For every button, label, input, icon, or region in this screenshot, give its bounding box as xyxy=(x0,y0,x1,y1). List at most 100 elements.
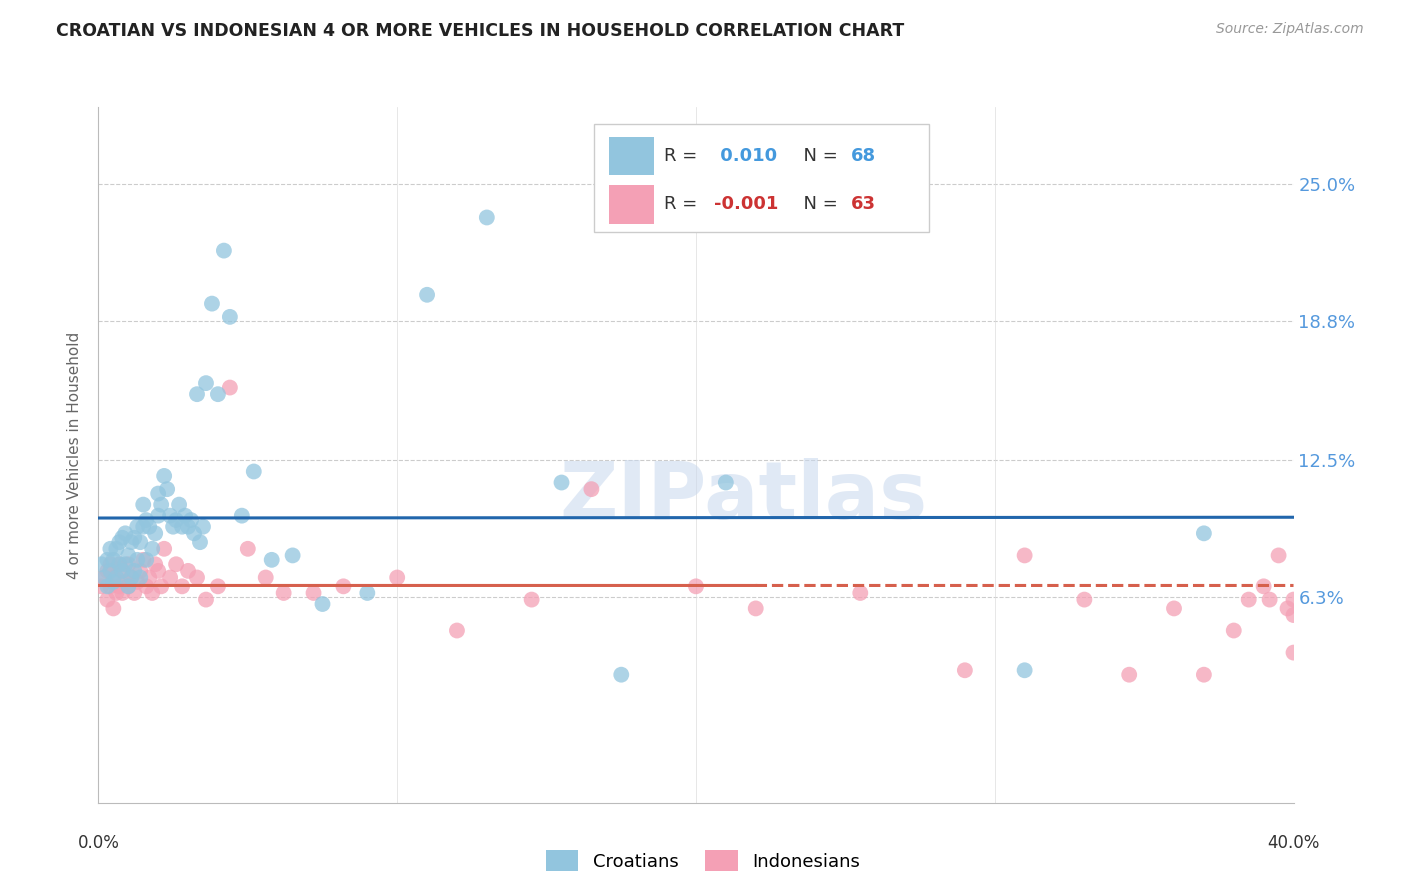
Point xyxy=(143,558,166,572)
Text: R =: R = xyxy=(664,195,703,213)
Point xyxy=(219,380,242,394)
Point xyxy=(162,519,184,533)
Point xyxy=(111,531,134,545)
Point xyxy=(96,564,118,578)
Point xyxy=(172,519,194,533)
Point xyxy=(1282,608,1305,623)
Point xyxy=(148,564,170,578)
Point xyxy=(183,526,205,541)
Point xyxy=(207,579,229,593)
Point xyxy=(117,579,139,593)
Point xyxy=(207,387,229,401)
Bar xyxy=(609,186,654,224)
Point xyxy=(129,564,152,578)
Point xyxy=(103,574,125,589)
Point xyxy=(714,475,737,490)
Text: 68: 68 xyxy=(852,147,876,165)
Point xyxy=(103,601,125,615)
Point xyxy=(416,287,439,301)
Point xyxy=(96,553,118,567)
Point xyxy=(105,570,128,584)
Point xyxy=(120,570,142,584)
Point xyxy=(132,553,155,567)
Point xyxy=(188,535,211,549)
Point xyxy=(114,558,136,572)
Point xyxy=(129,535,152,549)
Text: N =: N = xyxy=(792,195,844,213)
Point xyxy=(177,564,200,578)
Point xyxy=(953,663,976,677)
Point xyxy=(1277,601,1299,615)
Point xyxy=(90,558,112,572)
Point xyxy=(153,469,176,483)
Point xyxy=(273,586,295,600)
Point xyxy=(219,310,242,324)
Point xyxy=(356,586,378,600)
Point xyxy=(475,211,498,225)
Point xyxy=(159,508,181,523)
Text: -0.001: -0.001 xyxy=(714,195,779,213)
Point xyxy=(132,519,155,533)
Point xyxy=(172,579,194,593)
Point xyxy=(132,498,155,512)
Point xyxy=(849,586,872,600)
Bar xyxy=(609,136,654,175)
Point xyxy=(135,513,157,527)
Point xyxy=(745,601,768,615)
Point xyxy=(127,574,149,589)
Text: Source: ZipAtlas.com: Source: ZipAtlas.com xyxy=(1216,22,1364,37)
Point xyxy=(1282,646,1305,660)
Point xyxy=(1014,663,1036,677)
Point xyxy=(195,592,218,607)
Point xyxy=(1192,667,1215,681)
Point xyxy=(93,570,115,584)
Point xyxy=(117,549,139,563)
Point xyxy=(148,508,170,523)
Point xyxy=(311,597,333,611)
Point xyxy=(520,592,543,607)
Point xyxy=(141,541,163,556)
Point xyxy=(243,465,266,479)
Point xyxy=(111,564,134,578)
Point xyxy=(1282,592,1305,607)
Point xyxy=(108,579,131,593)
Text: R =: R = xyxy=(664,147,703,165)
Point xyxy=(138,570,160,584)
Point xyxy=(93,570,115,584)
Point xyxy=(186,570,208,584)
Legend: Croatians, Indonesians: Croatians, Indonesians xyxy=(538,843,868,879)
Point xyxy=(100,558,122,572)
Text: 0.010: 0.010 xyxy=(714,147,778,165)
Point xyxy=(150,579,173,593)
Point xyxy=(103,553,125,567)
Point xyxy=(195,376,218,391)
Point xyxy=(302,586,325,600)
Point xyxy=(100,541,122,556)
Point xyxy=(156,482,179,496)
Point xyxy=(135,579,157,593)
Text: N =: N = xyxy=(792,147,844,165)
Point xyxy=(135,553,157,567)
Point xyxy=(129,570,152,584)
FancyBboxPatch shape xyxy=(595,124,929,232)
Point xyxy=(90,579,112,593)
Point xyxy=(117,579,139,593)
Point xyxy=(108,558,131,572)
Point xyxy=(1163,601,1185,615)
Point xyxy=(96,592,118,607)
Point xyxy=(127,519,149,533)
Point xyxy=(212,244,235,258)
Point xyxy=(174,508,197,523)
Text: 63: 63 xyxy=(852,195,876,213)
Point xyxy=(165,513,187,527)
Point xyxy=(120,570,142,584)
Point xyxy=(114,526,136,541)
Point xyxy=(236,541,259,556)
Point xyxy=(180,513,202,527)
Point xyxy=(1253,579,1275,593)
Point xyxy=(100,564,122,578)
Point xyxy=(186,387,208,401)
Point xyxy=(124,564,146,578)
Point xyxy=(148,486,170,500)
Point xyxy=(550,475,572,490)
